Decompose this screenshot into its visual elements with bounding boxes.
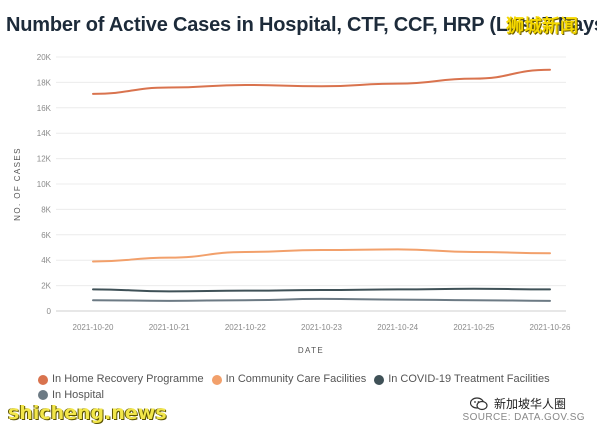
chart-title: Number of Active Cases in Hospital, CTF,… bbox=[6, 14, 597, 36]
y-tick-label: 16K bbox=[37, 104, 52, 113]
x-axis-title: DATE bbox=[298, 346, 324, 355]
legend-label: In Home Recovery Programme bbox=[52, 373, 204, 385]
series-lines bbox=[92, 68, 551, 302]
x-tick-label: 2021-10-24 bbox=[377, 323, 418, 332]
series-line-1 bbox=[92, 68, 551, 95]
wechat-icon bbox=[470, 396, 488, 410]
x-tick-label: 2021-10-21 bbox=[149, 323, 190, 332]
x-tick-label: 2021-10-26 bbox=[530, 323, 571, 332]
watermark-top: 狮城新闻 bbox=[506, 16, 578, 37]
y-tick-label: 6K bbox=[41, 231, 51, 240]
watermark-bottom: shicheng.news bbox=[8, 402, 167, 424]
gridlines bbox=[56, 56, 566, 312]
legend-swatch bbox=[38, 374, 48, 385]
x-tick-label: 2021-10-23 bbox=[301, 323, 342, 332]
y-tick-labels: 0 2K 4K 6K 8K 10K 12K 14K 16K 18K 20K bbox=[37, 53, 52, 316]
x-tick-label: 2021-10-25 bbox=[453, 323, 494, 332]
y-axis-title: NO. OF CASES bbox=[13, 147, 22, 221]
legend-label: In Community Care Facilities bbox=[225, 373, 367, 385]
series-line-2 bbox=[92, 248, 551, 263]
legend-swatch bbox=[211, 374, 222, 385]
x-tick-labels: 2021-10-20 2021-10-21 2021-10-22 2021-10-23… bbox=[73, 323, 571, 332]
y-tick-label: 10K bbox=[37, 180, 52, 189]
y-tick-label: 18K bbox=[37, 78, 52, 87]
series-line-4 bbox=[92, 297, 551, 302]
y-tick-label: 12K bbox=[37, 155, 52, 164]
y-tick-label: 20K bbox=[37, 53, 52, 62]
legend-swatch bbox=[38, 390, 48, 400]
wechat-account-name: 新加坡华人圈 bbox=[494, 397, 567, 411]
legend-item[interactable]: In Home Recovery Programme bbox=[38, 372, 204, 387]
x-tick-label: 2021-10-20 bbox=[73, 323, 114, 332]
legend-label: In Hospital bbox=[52, 388, 104, 401]
x-tick-label: 2021-10-22 bbox=[225, 323, 266, 332]
chart-legend: In Home Recovery Programme In Community C… bbox=[38, 372, 594, 403]
watermark-wechat: 新加坡华人圈 bbox=[470, 395, 566, 412]
legend-item[interactable]: In Community Care Facilities bbox=[211, 372, 367, 387]
y-tick-label: 8K bbox=[41, 205, 51, 214]
y-tick-label: 14K bbox=[37, 129, 52, 138]
legend-label: In COVID-19 Treatment Facilities bbox=[388, 373, 550, 385]
y-tick-label: 2K bbox=[41, 282, 51, 291]
legend-swatch bbox=[374, 374, 385, 385]
y-tick-label: 0 bbox=[47, 307, 52, 316]
legend-item[interactable]: In COVID-19 Treatment Facilities bbox=[374, 372, 550, 387]
y-tick-label: 4K bbox=[41, 256, 51, 265]
source-note: SOURCE: DATA.GOV.SG bbox=[462, 412, 585, 423]
legend-item[interactable]: In Hospital bbox=[38, 388, 104, 403]
